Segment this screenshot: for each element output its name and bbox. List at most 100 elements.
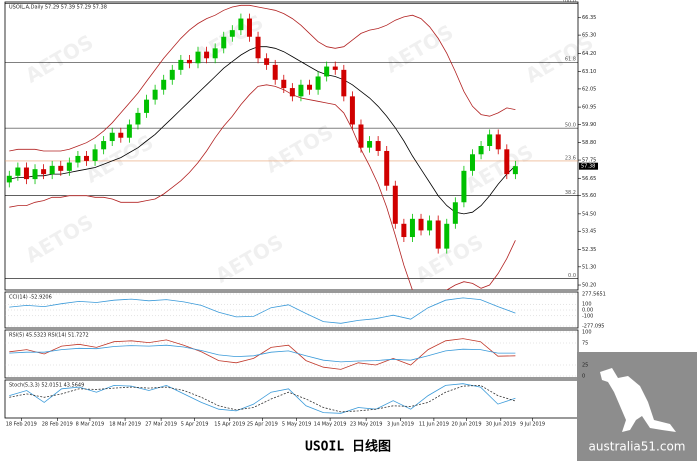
watermark: AETOS [21, 30, 97, 88]
candle-body [289, 88, 295, 97]
candle-body [144, 99, 150, 113]
candle-body [487, 134, 493, 146]
x-tick-label: 30 Jun 2019 [486, 422, 516, 428]
candle-body [384, 150, 390, 186]
candle-body [392, 185, 398, 224]
level-label: 23.6 [565, 155, 576, 161]
candle-body [204, 51, 210, 59]
indicator-line [9, 344, 516, 363]
candle-body [367, 141, 373, 148]
x-tick-label: 23 May 2019 [350, 422, 383, 428]
indicator-line [9, 384, 516, 413]
logo-kangaroo [600, 368, 676, 432]
x-tick-label: 14 May 2019 [314, 422, 347, 428]
candle-body [101, 141, 107, 150]
y-tick-label: 50.20 [582, 283, 596, 289]
logo: australia51.com [577, 352, 697, 461]
last-price-label: 57.38 [581, 164, 595, 170]
indicator-label: RSI(5) 45.5323 RSI(14) 51.7272 [9, 333, 89, 339]
y-tick-label: 51.30 [582, 264, 596, 270]
level-label: 0.0 [568, 273, 576, 279]
candle-body [444, 223, 450, 249]
chart-title: USOIL,A,Daily 57.29 57.39 57.29 57.38 [9, 5, 107, 11]
candle-body [49, 165, 55, 175]
watermark: AETOS [81, 130, 157, 188]
y-tick-label: 52.35 [582, 247, 596, 253]
candle-body [435, 220, 441, 249]
x-tick-label: 9 Jul 2019 [520, 422, 545, 428]
candle-body [478, 146, 484, 155]
candle-body [307, 84, 313, 90]
indicator-label: CCI(14) -52.9206 [9, 295, 52, 301]
candle-body [255, 36, 261, 59]
x-tick-label: 5 Apr 2019 [181, 422, 209, 428]
candle-body [238, 18, 244, 31]
indicator-tick-label: -100 [582, 313, 593, 319]
indicator-line [9, 383, 516, 414]
candle-body [15, 167, 21, 176]
candle-body [169, 69, 175, 80]
level-label: 50.0 [565, 123, 576, 129]
x-tick-label: 3 Jun 2019 [387, 422, 414, 428]
cci-frame [4, 291, 579, 329]
candle-body [246, 18, 252, 37]
candle-body [298, 84, 304, 97]
indicator-tick-label: 25 [582, 363, 588, 369]
logo-text: australia51.com [589, 440, 686, 454]
candle-body [41, 169, 47, 175]
y-tick-label: 62.05 [582, 86, 596, 92]
candle-body [32, 169, 38, 180]
indicator-line [9, 297, 516, 324]
main-frame [4, 1, 579, 291]
candle-body [409, 218, 415, 238]
y-tick-label: 65.30 [582, 33, 596, 39]
rsi-frame [4, 329, 579, 379]
candle-body [195, 51, 201, 64]
candle-body [504, 149, 510, 175]
x-tick-label: 18 Mar 2019 [109, 422, 141, 428]
candle-body [452, 202, 458, 224]
candle-body [332, 66, 338, 70]
candle-body [272, 64, 278, 80]
candle-body [92, 149, 98, 161]
candle-body [495, 134, 501, 150]
candle-body [358, 124, 364, 148]
indicator-tick-label: 0 [582, 374, 585, 380]
candle-body [264, 58, 270, 65]
watermark: AETOS [21, 210, 97, 268]
candle-body [512, 166, 518, 175]
candle-body [212, 48, 218, 59]
y-tick-label: 56.65 [582, 176, 596, 182]
candle-body [461, 170, 467, 203]
x-tick-label: 28 Feb 2019 [42, 422, 73, 428]
band-upper [9, 4, 516, 152]
candle-body [418, 218, 424, 231]
candle-body [6, 175, 12, 183]
y-tick-label: 66.35 [582, 15, 596, 21]
level-label: 38.2 [565, 190, 576, 196]
x-tick-label: 11 Jun 2019 [419, 422, 449, 428]
candle-body [152, 89, 158, 100]
last-price-box [579, 162, 598, 170]
x-tick-label: 5 May 2019 [282, 422, 311, 428]
candle-body [349, 96, 355, 125]
stoch-frame [4, 379, 579, 419]
candle-body [66, 162, 72, 171]
candle-body [229, 30, 235, 37]
y-tick-label: 55.60 [582, 193, 596, 199]
candle-body [118, 132, 124, 138]
y-tick-label: 64.20 [582, 51, 596, 57]
y-tick-label: 58.80 [582, 140, 596, 146]
candle-body [375, 141, 381, 151]
indicator-tick-label: 0.00 [582, 308, 593, 314]
candle-body [221, 36, 227, 49]
indicator-tick-label: 75 [582, 341, 588, 347]
x-tick-label: 8 Mar 2019 [76, 422, 105, 428]
y-tick-label: 60.95 [582, 105, 596, 111]
x-tick-label: 20 Jun 2019 [451, 422, 481, 428]
candle-body [427, 220, 433, 231]
candle-body [469, 154, 475, 171]
watermark: AETOS [211, 230, 287, 288]
watermark: AETOS [381, 20, 457, 78]
